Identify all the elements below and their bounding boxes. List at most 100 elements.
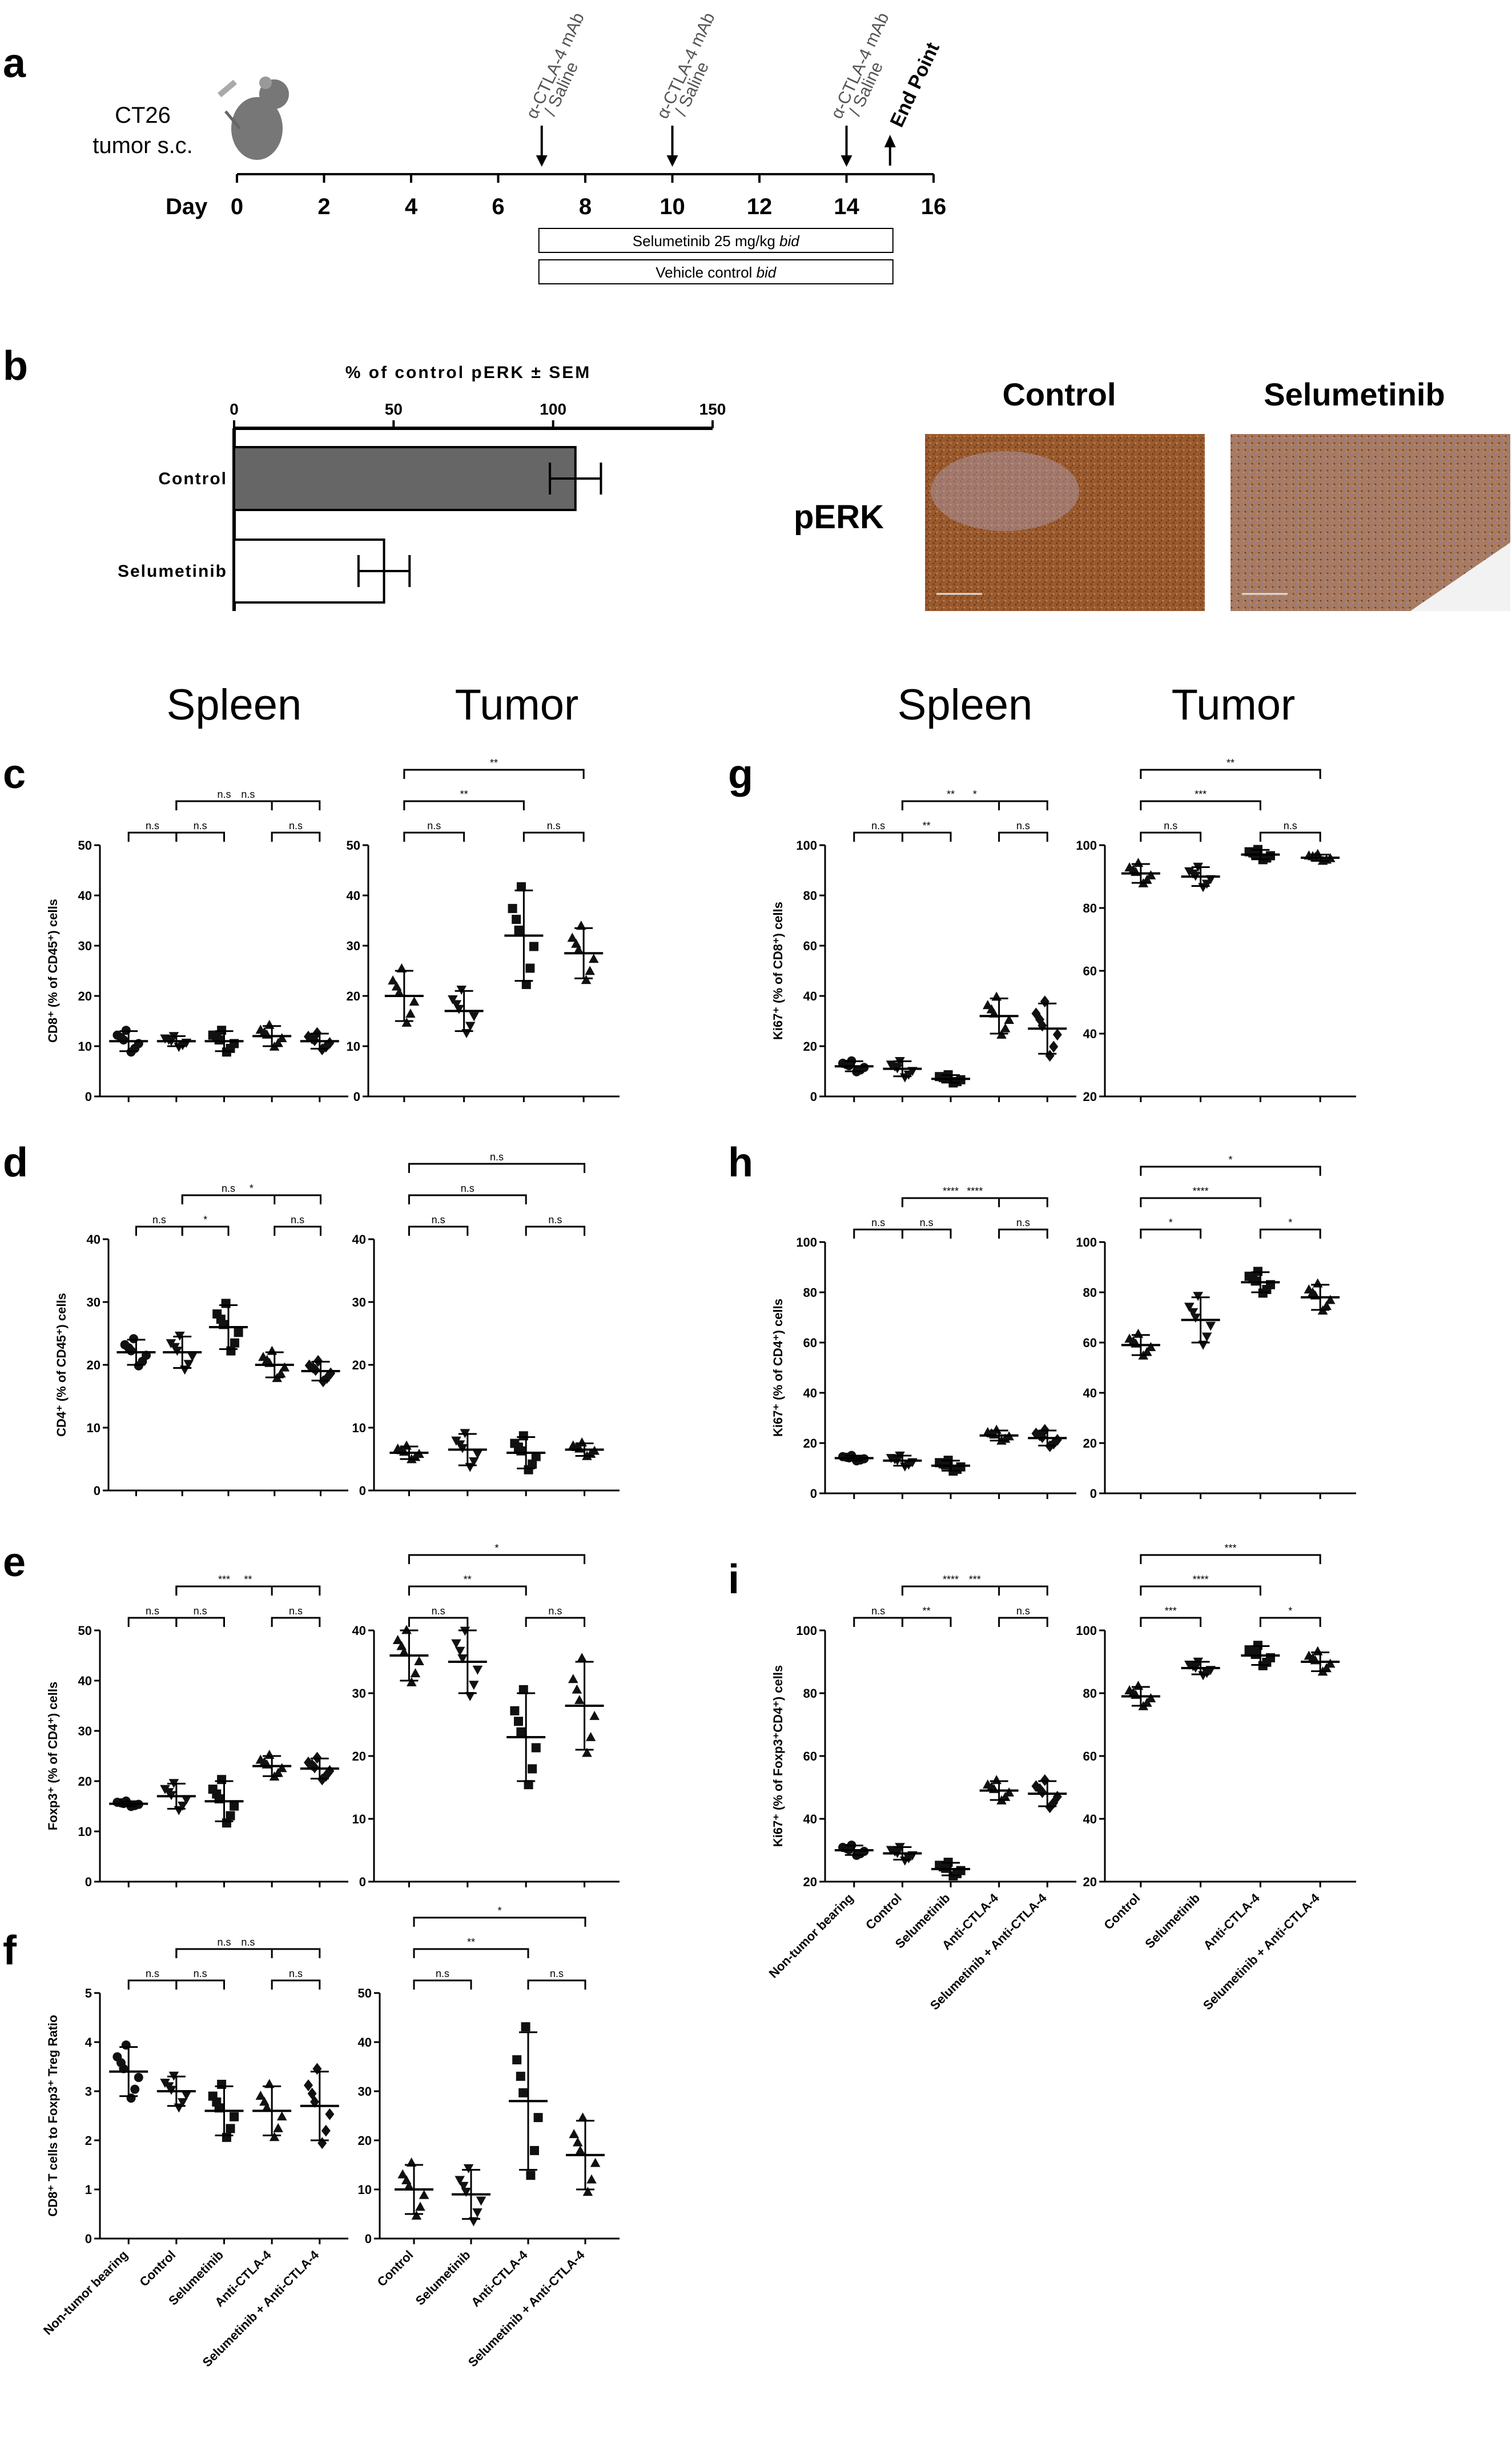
- bar-tick-label: 150: [699, 400, 726, 418]
- sig-label: *: [1288, 1605, 1292, 1617]
- data-point: [528, 1764, 537, 1774]
- sig-bracket: [408, 1225, 469, 1236]
- data-point: [983, 1427, 993, 1436]
- sig-label: n.s: [217, 1936, 231, 1948]
- data-point: [1052, 1433, 1062, 1446]
- data-point: [1201, 1332, 1212, 1342]
- category-labels: Non-tumor bearing ControlSelumetinibAnti-…: [766, 1890, 1050, 2012]
- sig-bracket: [901, 800, 1048, 810]
- data-point: [419, 2189, 429, 2199]
- scatter-panel-f-spleen: 0 1 2 3 4 5 CD8⁺ T cells to Foxp3⁺ Treg Ratio n…: [46, 1936, 348, 2246]
- sig-label: ***: [1165, 1605, 1177, 1617]
- sig-label: n.s: [871, 820, 885, 831]
- y-tick-label: 40: [78, 1674, 92, 1688]
- data-point: [521, 979, 531, 989]
- data-point: [392, 1635, 403, 1644]
- data-point: [212, 1309, 222, 1319]
- data-point: [1004, 1014, 1015, 1024]
- data-point: [279, 1362, 290, 1372]
- y-tick-label: 40: [347, 889, 360, 903]
- sig-label: n.s: [547, 820, 561, 831]
- y-tick-label: 100: [1076, 838, 1097, 853]
- panel-label-b: b: [3, 343, 28, 389]
- data-point: [1124, 1333, 1135, 1343]
- data-point: [460, 1626, 471, 1636]
- data-point: [510, 1706, 520, 1715]
- timeline-tick-label: 14: [834, 194, 859, 219]
- y-tick-label: 40: [1083, 1386, 1097, 1400]
- sig-bracket: [403, 831, 465, 842]
- y-tick-label: 0: [1090, 1486, 1097, 1501]
- sig-bracket: [1140, 1617, 1202, 1627]
- sig-bracket: [525, 1225, 586, 1236]
- sig-bracket: [1140, 769, 1321, 779]
- micro-col-control: Control: [1002, 376, 1116, 412]
- timeline-tick-label: 4: [405, 194, 418, 219]
- y-tick-label: 1: [85, 2183, 92, 2197]
- y-tick-label: 80: [1083, 1285, 1097, 1300]
- data-point: [1325, 1295, 1336, 1304]
- sig-bracket: [181, 1194, 322, 1204]
- sig-label: n.s: [194, 1605, 207, 1617]
- sig-label: n.s: [217, 789, 231, 800]
- y-tick-label: 60: [1083, 964, 1097, 978]
- sig-bracket: [1140, 1585, 1261, 1596]
- data-point: [567, 933, 578, 942]
- data-point: [409, 996, 420, 1006]
- data-point: [568, 1674, 578, 1683]
- data-point: [183, 1360, 194, 1369]
- data-point: [134, 2072, 143, 2082]
- sig-label: n.s: [241, 789, 255, 800]
- data-point: [415, 2201, 425, 2211]
- data-point: [1145, 1693, 1156, 1702]
- scatter-panel-e-spleen: 0 10 20 30 40 50 Foxp3⁺ (% of CD4⁺) cells n.s n.…: [46, 1574, 348, 1889]
- data-point: [472, 2208, 482, 2218]
- sig-label: n.s: [1016, 1217, 1030, 1228]
- data-point: [1004, 1787, 1015, 1797]
- data-point: [310, 1761, 320, 1774]
- header-tumor-right: Tumor: [1172, 681, 1296, 729]
- sig-bracket: [901, 831, 952, 842]
- sig-label: ****: [967, 1186, 983, 1197]
- timeline-tick-label: 6: [492, 194, 504, 219]
- data-point: [325, 1765, 335, 1777]
- data-point: [321, 1040, 331, 1053]
- y-tick-label: 20: [1083, 1875, 1097, 1889]
- panel-label-e: e: [3, 1540, 26, 1585]
- sig-bracket: [853, 1228, 903, 1239]
- sig-label: n.s: [490, 1151, 504, 1163]
- timeline-tick-label: 12: [747, 194, 773, 219]
- scatter-panel-c-tumor: 0 10 20 30 40 50 n.s ** n.s **: [347, 757, 620, 1104]
- y-tick-label: 30: [87, 1295, 100, 1309]
- data-point: [1304, 1650, 1314, 1660]
- sig-bracket: [271, 1617, 321, 1627]
- data-point: [568, 1440, 578, 1450]
- y-tick-label: 100: [796, 1235, 817, 1249]
- data-point: [255, 1024, 266, 1034]
- data-point: [401, 1625, 412, 1634]
- y-tick-label: 20: [803, 1039, 817, 1054]
- data-point: [1184, 1661, 1195, 1670]
- data-point: [325, 2108, 335, 2120]
- treatment-bar-label: Selumetinib 25 mg/kg bid: [633, 232, 800, 250]
- data-point: [1188, 1308, 1199, 1317]
- data-point: [1133, 1328, 1144, 1338]
- dose-arrow-head: [666, 155, 678, 167]
- data-point: [401, 1440, 412, 1450]
- y-tick-label: 50: [78, 1624, 92, 1638]
- panel-label-c: c: [3, 752, 26, 797]
- data-point: [405, 1008, 416, 1018]
- micrograph-control: [925, 434, 1205, 611]
- sig-label: n.s: [1164, 820, 1177, 831]
- scatter-panel-c-spleen: 0 10 20 30 40 50 CD8⁺ (% of CD45⁺) cells n.s n.s…: [46, 789, 348, 1104]
- sig-bracket: [525, 1617, 586, 1627]
- data-point: [1031, 1007, 1041, 1020]
- panel-label-g: g: [728, 752, 753, 797]
- data-point: [1038, 1786, 1047, 1798]
- data-point: [1304, 1284, 1314, 1293]
- data-point: [472, 1449, 483, 1459]
- end-point-arrow-head: [884, 135, 896, 147]
- y-tick-label: 100: [796, 838, 817, 853]
- data-point: [276, 1033, 287, 1043]
